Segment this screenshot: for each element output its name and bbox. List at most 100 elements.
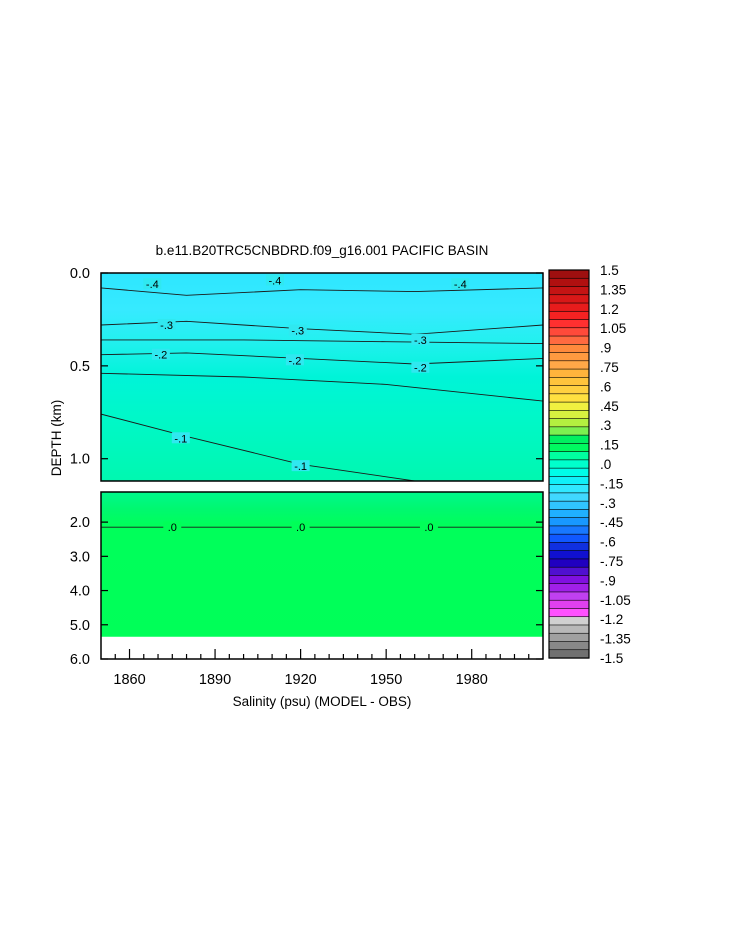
colorbar-swatch-46 xyxy=(548,649,590,659)
colorbar-swatch-36 xyxy=(548,566,590,577)
x-tick-label-2: 1920 xyxy=(284,672,316,688)
colorbar-swatch-20 xyxy=(548,434,590,444)
y-axis-label: DEPTH (km) xyxy=(49,400,64,477)
colorbar-label-18: -1.2 xyxy=(600,612,623,627)
contour-label-upper-7: -.2 xyxy=(288,355,301,367)
x-tick-label-0: 1860 xyxy=(113,672,145,688)
contour-label-bg-upper-4 xyxy=(288,324,307,336)
colorbar-swatch-40 xyxy=(548,599,590,610)
lower-panel-fill xyxy=(101,492,543,659)
colorbar-swatch-7 xyxy=(548,327,590,337)
x-tick-label-3: 1950 xyxy=(370,672,402,688)
y-tick-label-upper-2: 1.0 xyxy=(70,452,90,468)
colorbar-label-0: 1.5 xyxy=(600,263,619,278)
contour-label-bg-upper-10 xyxy=(291,460,310,472)
contour-label-bg-lower-2 xyxy=(419,521,438,533)
colorbar-swatch-37 xyxy=(548,575,590,585)
colorbar-swatch-8 xyxy=(548,335,590,345)
colorbar-label-15: -.75 xyxy=(600,554,623,569)
colorbar-label-7: .45 xyxy=(600,399,619,414)
lower-panel-frame xyxy=(100,491,544,660)
x-tick-label-4: 1980 xyxy=(456,672,488,688)
colorbar-swatch-33 xyxy=(548,542,590,552)
x-tick-label-1: 1890 xyxy=(199,672,231,688)
contour-label-upper-3: -.3 xyxy=(160,320,173,332)
chart-title: b.e11.B20TRC5CNBDRD.f09_g16.001 PACIFIC … xyxy=(156,243,489,258)
upper-panel-frame xyxy=(100,272,544,482)
y-tick-label-lower-0: 2.0 xyxy=(70,515,90,531)
contour-line-upper-0 xyxy=(101,287,543,296)
upper-panel: -.4 -.4 -.4 -.3 -.3 -.3 -.2 -.2 -.2 -.1 -.1 xyxy=(100,272,544,482)
colorbar-swatch-39 xyxy=(548,591,590,601)
colorbar-label-4: .9 xyxy=(600,341,611,356)
colorbar-label-9: .15 xyxy=(600,438,619,453)
colorbar-swatch-10 xyxy=(548,352,590,362)
y-tick-label-upper-0: 0.0 xyxy=(70,266,90,282)
colorbar-swatch-30 xyxy=(548,517,590,527)
colorbar-label-5: .75 xyxy=(600,360,619,375)
colorbar-swatch-43 xyxy=(548,624,590,634)
colorbar-swatch-26 xyxy=(548,484,590,494)
contour-label-upper-2: -.4 xyxy=(454,279,467,291)
colorbar-swatch-16 xyxy=(548,401,590,411)
colorbar-frame xyxy=(548,269,590,659)
colorbar-swatch-11 xyxy=(548,360,590,370)
colorbar-label-1: 1.35 xyxy=(600,282,626,297)
colorbar-label-14: -.6 xyxy=(600,535,616,550)
colorbar-swatch-29 xyxy=(548,509,590,519)
colorbar-label-12: -.3 xyxy=(600,496,616,511)
colorbar-swatch-34 xyxy=(548,550,590,560)
colorbar-swatch-17 xyxy=(548,410,590,420)
colorbar-label-20: -1.5 xyxy=(600,651,623,666)
contour-label-lower-0: .0 xyxy=(168,522,177,534)
colorbar-swatch-6 xyxy=(548,319,590,329)
contour-line-upper-2 xyxy=(101,339,543,345)
contour-label-lower-1: .0 xyxy=(296,522,305,534)
colorbar-swatch-42 xyxy=(548,616,590,626)
y-tick-label-lower-4: 6.0 xyxy=(70,652,90,668)
contour-label-upper-0: -.4 xyxy=(146,279,159,291)
y-tick-label-upper-1: 0.5 xyxy=(70,359,90,375)
colorbar-label-13: -.45 xyxy=(600,515,623,530)
contour-line-upper-5 xyxy=(101,413,415,481)
contour-label-upper-1: -.4 xyxy=(269,275,282,287)
contour-label-bg-upper-8 xyxy=(411,361,430,373)
upper-panel-fill xyxy=(101,273,543,481)
colorbar-swatch-45 xyxy=(548,641,590,651)
colorbar-swatch-4 xyxy=(548,302,590,312)
colorbar-label-10: .0 xyxy=(600,457,611,472)
y-tick-label-lower-1: 3.0 xyxy=(70,549,90,565)
colorbar-swatch-22 xyxy=(548,451,590,461)
contour-label-upper-10: -.1 xyxy=(294,461,307,473)
no-data-region xyxy=(101,636,543,659)
colorbar-swatch-38 xyxy=(548,583,590,593)
colorbar-label-11: -.15 xyxy=(600,476,623,491)
y-tick-label-lower-3: 5.0 xyxy=(70,618,90,634)
colorbar-swatch-44 xyxy=(548,632,590,643)
colorbar-swatch-12 xyxy=(548,368,590,378)
colorbar-swatch-21 xyxy=(548,443,590,453)
contour-label-upper-5: -.3 xyxy=(414,335,427,347)
contour-label-bg-upper-9 xyxy=(171,432,190,444)
contour-label-bg-upper-1 xyxy=(265,274,284,286)
colorbar-label-2: 1.2 xyxy=(600,302,619,317)
contour-label-bg-lower-0 xyxy=(163,521,182,533)
colorbar-label-19: -1.35 xyxy=(600,632,631,647)
colorbar-swatch-3 xyxy=(548,294,590,304)
colorbar-label-6: .6 xyxy=(600,379,611,394)
x-axis-label: Salinity (psu) (MODEL - OBS) xyxy=(233,694,412,709)
colorbar-swatch-24 xyxy=(548,467,590,477)
contour-label-lower-2: .0 xyxy=(424,522,433,534)
colorbar-swatch-0 xyxy=(548,269,590,279)
colorbar-swatch-14 xyxy=(548,385,590,395)
contour-label-bg-lower-1 xyxy=(291,521,310,533)
colorbar: 1.5 1.35 1.2 1.05 .9 .75 .6 .45 .3 .15 .0 -.15 -.3 -.… xyxy=(548,263,631,666)
contour-label-bg-upper-7 xyxy=(285,354,304,366)
colorbar-swatch-2 xyxy=(548,286,590,296)
contour-label-upper-8: -.2 xyxy=(414,363,427,375)
colorbar-swatch-19 xyxy=(548,426,590,436)
contour-label-bg-upper-5 xyxy=(411,333,430,345)
colorbar-swatch-18 xyxy=(548,418,590,428)
contour-label-upper-4: -.3 xyxy=(291,326,304,338)
